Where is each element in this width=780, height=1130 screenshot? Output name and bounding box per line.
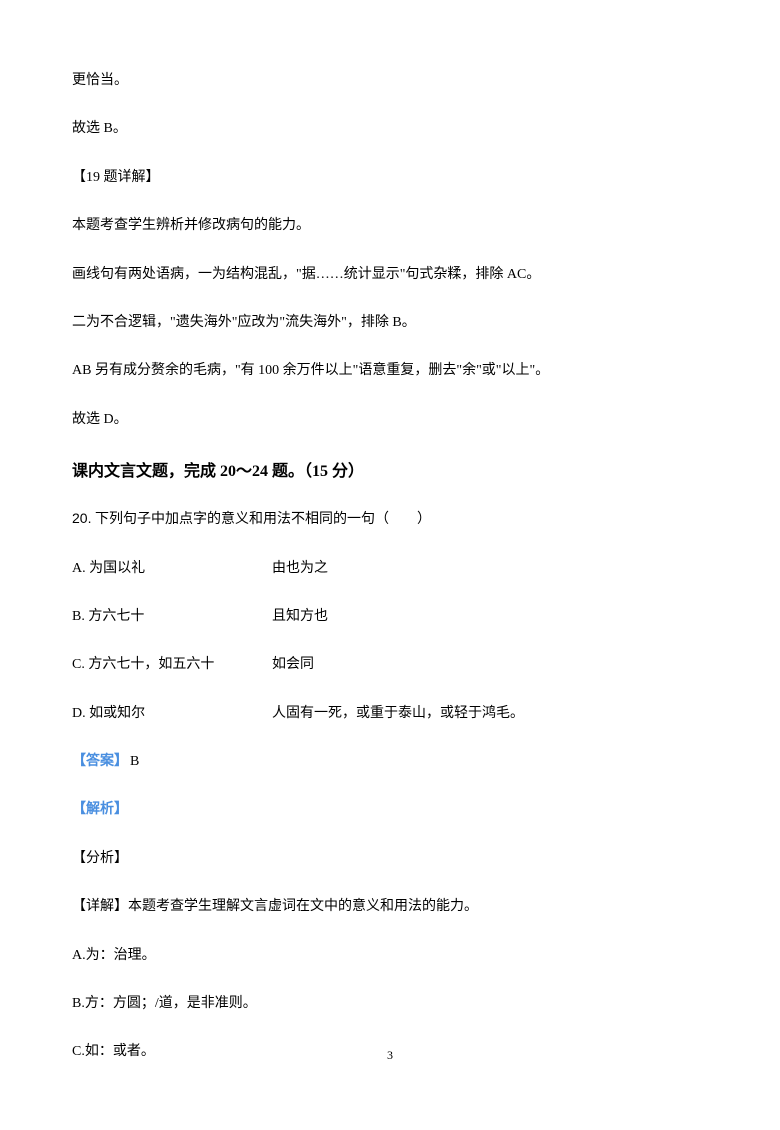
option-right: 如会同 bbox=[272, 654, 708, 676]
answer-label: 【答案】 bbox=[72, 754, 128, 769]
option-b: B. 方六七十 且知方也 bbox=[72, 606, 708, 628]
option-left: B. 方六七十 bbox=[72, 606, 272, 628]
detail-text: 本题考查学生理解文言虚词在文中的意义和用法的能力。 bbox=[128, 899, 478, 914]
q20-stem: 20. 下列句子中加点字的意义和用法不相同的一句（ ） bbox=[72, 507, 708, 531]
q19-detail-heading: 【19 题详解】 bbox=[72, 167, 708, 189]
option-d: D. 如或知尔 人固有一死，或重于泰山，或轻于鸿毛。 bbox=[72, 703, 708, 725]
explanation-b: B.方：方圆；/道，是非准则。 bbox=[72, 993, 708, 1015]
page-number: 3 bbox=[0, 1048, 780, 1063]
option-c: C. 方六七十，如五六十 如会同 bbox=[72, 654, 708, 676]
paragraph: 更恰当。 bbox=[72, 70, 708, 92]
stem-text: 下列句子中加点字的意义和用法不相同的一句（ ） bbox=[91, 512, 431, 527]
paragraph: 画线句有两处语病，一为结构混乱，"据……统计显示"句式杂糅，排除 AC。 bbox=[72, 264, 708, 286]
page-content: 更恰当。 故选 B。 【19 题详解】 本题考查学生辨析并修改病句的能力。 画线… bbox=[0, 0, 780, 1130]
fenxi-label: 【分析】 bbox=[72, 848, 708, 870]
option-left: C. 方六七十，如五六十 bbox=[72, 654, 272, 676]
jiexi-label: 【解析】 bbox=[72, 799, 708, 821]
option-right: 且知方也 bbox=[272, 606, 708, 628]
paragraph: 二为不合逻辑，"遗失海外"应改为"流失海外"，排除 B。 bbox=[72, 312, 708, 334]
option-right: 人固有一死，或重于泰山，或轻于鸿毛。 bbox=[272, 703, 708, 725]
answer-value: B bbox=[130, 754, 139, 769]
explanation-a: A.为：治理。 bbox=[72, 945, 708, 967]
paragraph: AB 另有成分赘余的毛病，"有 100 余万件以上"语意重复，删去"余"或"以上… bbox=[72, 360, 708, 382]
paragraph: 故选 B。 bbox=[72, 118, 708, 140]
detail-label: 【详解】 bbox=[72, 899, 128, 914]
option-right: 由也为之 bbox=[272, 558, 708, 580]
paragraph: 本题考查学生辨析并修改病句的能力。 bbox=[72, 215, 708, 237]
answer-block: 【答案】B bbox=[72, 751, 708, 773]
paragraph: 故选 D。 bbox=[72, 409, 708, 431]
question-number: 20. bbox=[72, 510, 91, 526]
option-left: D. 如或知尔 bbox=[72, 703, 272, 725]
option-left: A. 为国以礼 bbox=[72, 558, 272, 580]
detail-line: 【详解】本题考查学生理解文言虚词在文中的意义和用法的能力。 bbox=[72, 896, 708, 918]
option-a: A. 为国以礼 由也为之 bbox=[72, 558, 708, 580]
section-heading: 课内文言文题，完成 20～24 题。（15 分） bbox=[72, 457, 708, 481]
